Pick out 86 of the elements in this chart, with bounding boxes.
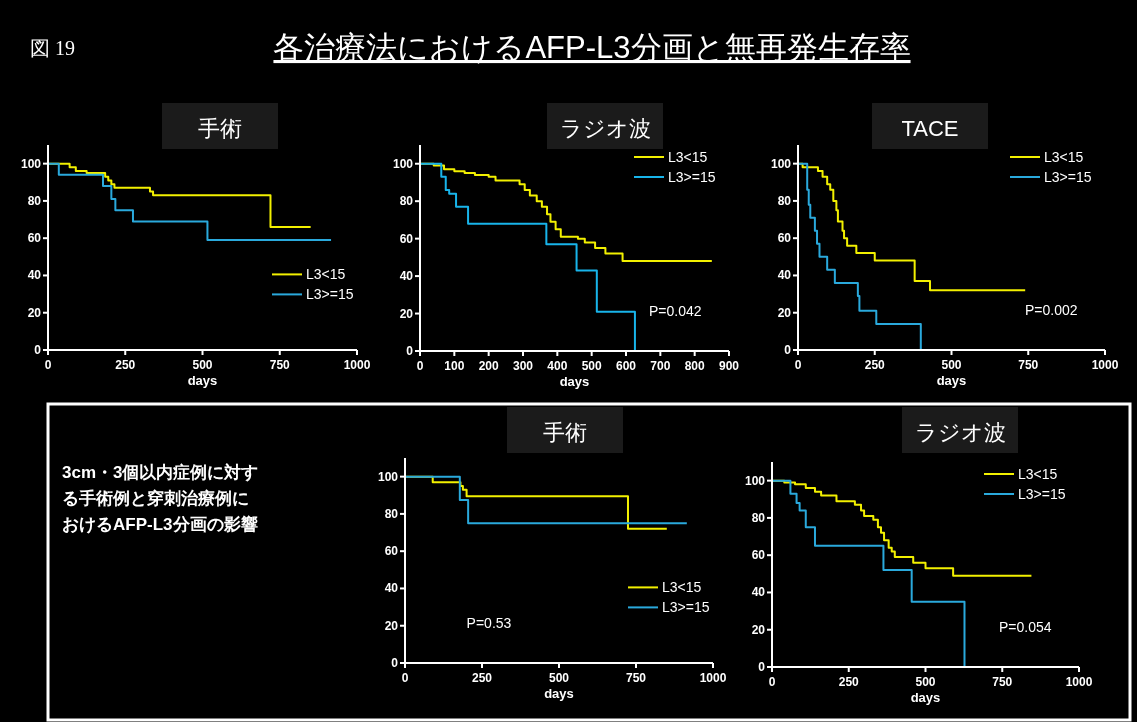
text: 各治療法におけるAFP-L3分画と無再発生存率: [273, 30, 911, 65]
x-tick-label: 200: [478, 359, 499, 373]
y-tick-label: 100: [770, 156, 792, 171]
x-tick-label: 500: [192, 358, 213, 372]
x-tick-label: 100: [444, 359, 465, 373]
y-tick-label: 80: [27, 193, 42, 208]
legend-label: L3>=15: [662, 599, 710, 616]
legend-label: L3>=15: [1044, 169, 1092, 185]
x-tick-label: 1000: [343, 358, 371, 372]
y-tick-label: 40: [777, 268, 792, 283]
y-tick-label: 80: [384, 506, 399, 521]
x-tick-label: 500: [548, 671, 570, 685]
legend-label: L3<15: [1018, 466, 1058, 482]
y-tick-label: 40: [399, 269, 414, 284]
x-tick-label: 1000: [1065, 675, 1093, 689]
x-tick-label: 900: [718, 359, 740, 373]
x-tick-label: 500: [581, 359, 602, 373]
x-tick-label: 0: [44, 358, 52, 372]
y-tick-label: 80: [751, 510, 766, 525]
legend-label: L3>=15: [306, 286, 354, 303]
y-tick-label: 60: [777, 231, 792, 246]
x-axis-title: days: [910, 690, 941, 705]
x-tick-label: 500: [915, 675, 936, 689]
x-tick-label: 250: [471, 671, 493, 685]
y-tick-label: 20: [777, 305, 792, 320]
y-tick-label: 0: [758, 660, 766, 674]
x-tick-label: 250: [115, 358, 136, 372]
y-tick-label: 0: [34, 343, 42, 357]
legend-label: L3>=15: [1018, 486, 1066, 502]
x-tick-label: 250: [838, 675, 860, 689]
x-tick-label: 800: [684, 359, 705, 373]
y-tick-label: 20: [27, 305, 42, 320]
x-tick-label: 500: [941, 358, 962, 372]
x-tick-label: 0: [794, 358, 802, 372]
y-tick-label: 40: [751, 585, 766, 600]
y-tick-label: 60: [399, 231, 414, 246]
y-tick-label: 0: [784, 343, 792, 357]
x-tick-label: 750: [1018, 358, 1039, 372]
y-tick-label: 100: [392, 156, 414, 171]
x-tick-label: 700: [650, 359, 671, 373]
annotation: P=0.53: [466, 615, 512, 632]
y-tick-label: 100: [377, 469, 399, 484]
annotation: P=0.002: [1025, 302, 1078, 319]
annotation: P=0.054: [999, 619, 1052, 636]
x-axis-title: days: [187, 373, 218, 388]
y-tick-label: 20: [384, 618, 399, 633]
x-axis-title: days: [559, 374, 590, 389]
x-tick-label: 0: [768, 675, 776, 689]
chart-title: ラジオ波: [559, 116, 651, 141]
text: 3cm・3個以内症例に対する手術例と穿刺治療例におけるAFP-L3分画の影響: [62, 463, 259, 534]
y-tick-label: 0: [391, 656, 399, 670]
chart-title: TACE: [901, 116, 959, 141]
x-tick-label: 750: [269, 358, 291, 372]
y-tick-label: 60: [751, 548, 766, 563]
y-tick-label: 60: [384, 544, 399, 559]
x-tick-label: 300: [512, 359, 534, 373]
chart-title: 手術: [543, 420, 587, 445]
x-tick-label: 750: [625, 671, 647, 685]
y-tick-label: 100: [744, 473, 766, 488]
x-axis-title: days: [936, 373, 967, 388]
y-tick-label: 0: [406, 344, 414, 358]
legend-label: L3<15: [668, 149, 708, 165]
x-tick-label: 400: [547, 359, 568, 373]
caption: 図 19: [30, 37, 75, 59]
x-tick-label: 750: [992, 675, 1013, 689]
x-tick-label: 600: [615, 359, 637, 373]
chart-title: ラジオ波: [914, 420, 1006, 445]
y-tick-label: 80: [777, 193, 792, 208]
annotation: P=0.042: [649, 302, 702, 319]
chart-title: 手術: [198, 116, 242, 141]
y-tick-label: 60: [27, 231, 42, 246]
y-tick-label: 40: [27, 268, 42, 283]
y-tick-label: 20: [399, 306, 414, 321]
legend-label: L3>=15: [668, 169, 716, 185]
x-axis-title: days: [544, 686, 574, 701]
legend-label: L3<15: [306, 266, 346, 283]
y-tick-label: 20: [751, 622, 766, 637]
y-tick-label: 100: [20, 156, 42, 171]
legend-label: L3<15: [662, 579, 702, 596]
x-tick-label: 1000: [1091, 358, 1119, 372]
x-tick-label: 1000: [699, 671, 727, 685]
y-tick-label: 40: [384, 581, 399, 596]
x-tick-label: 250: [864, 358, 886, 372]
x-tick-label: 0: [416, 359, 424, 373]
legend-label: L3<15: [1044, 149, 1084, 165]
y-tick-label: 80: [399, 194, 414, 209]
